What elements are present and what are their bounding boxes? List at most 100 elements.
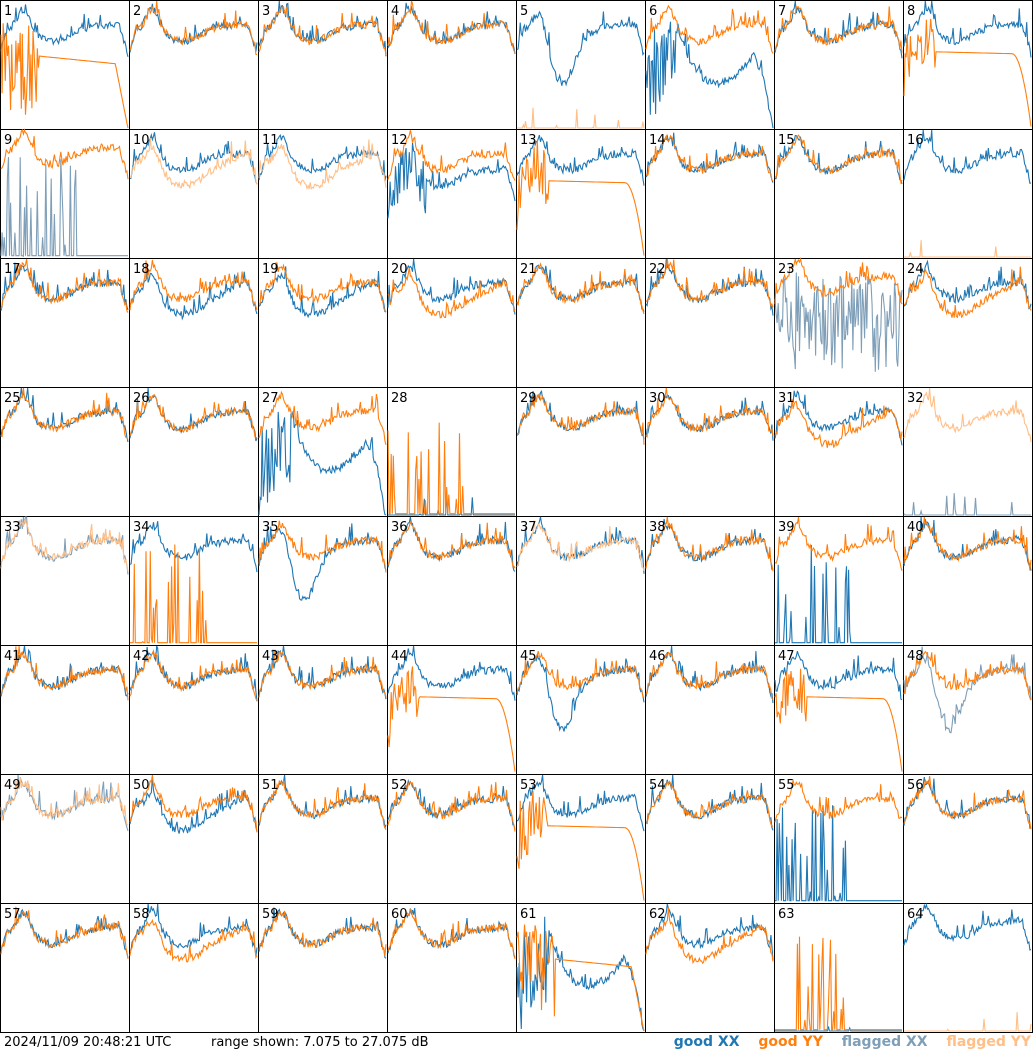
panel-label: 5 <box>520 4 528 19</box>
series-yy-30 <box>645 387 774 439</box>
series-yy-11 <box>258 139 387 190</box>
antenna-panel-11: 11 <box>258 129 388 259</box>
panel-frame <box>774 645 904 775</box>
panel-label: 22 <box>649 262 666 277</box>
series-yy-54 <box>645 780 774 827</box>
panel-label: 49 <box>4 778 21 793</box>
panel-label: 56 <box>907 778 924 793</box>
antenna-panel-59: 59 <box>258 903 388 1033</box>
panel-label: 27 <box>262 391 279 406</box>
series-yy-2 <box>129 0 258 56</box>
antenna-panel-34: 34 <box>129 516 259 646</box>
series-yy-23 <box>774 256 903 305</box>
antenna-panel-1: 1 <box>0 0 130 130</box>
antenna-panel-57: 57 <box>0 903 130 1033</box>
series-yy-37 <box>516 520 645 571</box>
panel-label: 62 <box>649 907 666 922</box>
series-yy-42 <box>129 649 258 701</box>
antenna-panel-31: 31 <box>774 387 904 517</box>
panel-frame <box>0 0 130 130</box>
panel-label: 24 <box>907 262 924 277</box>
series-yy-50 <box>129 774 258 833</box>
series-yy-41 <box>0 645 129 701</box>
panel-frame <box>645 774 775 904</box>
panel-frame <box>645 129 775 259</box>
antenna-panel-24: 24 <box>903 258 1033 388</box>
series-yy-64 <box>904 1012 1032 1032</box>
antenna-panel-10: 10 <box>129 129 259 259</box>
panel-frame <box>387 903 517 1033</box>
series-yy-21 <box>516 262 645 315</box>
panel-label: 8 <box>907 4 915 19</box>
panel-label: 47 <box>778 649 795 664</box>
panel-frame <box>903 774 1033 904</box>
antenna-panel-12: 12 <box>387 129 517 259</box>
series-yy-36 <box>387 520 516 569</box>
series-yy-43 <box>258 649 387 698</box>
antenna-panel-18: 18 <box>129 258 259 388</box>
antenna-panel-32: 32 <box>903 387 1033 517</box>
series-yy-59 <box>258 910 387 957</box>
panel-frame <box>516 903 646 1033</box>
panel-label: 30 <box>649 391 666 406</box>
series-yy-35 <box>258 520 387 573</box>
series-yy-47 <box>774 668 903 772</box>
panel-frame <box>774 516 904 646</box>
panel-frame <box>0 903 130 1033</box>
series-xx-7 <box>774 0 903 59</box>
antenna-panel-7: 7 <box>774 0 904 130</box>
antenna-panel-62: 62 <box>645 903 775 1033</box>
series-yy-44 <box>387 666 516 772</box>
series-yy-22 <box>645 258 774 308</box>
panel-label: 46 <box>649 649 666 664</box>
antenna-panel-38: 38 <box>645 516 775 646</box>
panel-label: 31 <box>778 391 795 406</box>
antenna-panel-4: 4 <box>387 0 517 130</box>
panel-label: 16 <box>907 133 924 148</box>
panel-label: 42 <box>133 649 150 664</box>
panel-label: 59 <box>262 907 279 922</box>
panel-label: 57 <box>4 907 21 922</box>
panel-frame <box>129 903 259 1033</box>
antenna-panel-22: 22 <box>645 258 775 388</box>
panel-frame <box>0 387 130 517</box>
antenna-panel-33: 33 <box>0 516 130 646</box>
panel-label: 4 <box>391 4 399 19</box>
series-yy-15 <box>774 134 903 185</box>
panel-label: 48 <box>907 649 924 664</box>
panel-label: 52 <box>391 778 408 793</box>
panel-label: 23 <box>778 262 795 277</box>
series-xx-54 <box>645 774 774 831</box>
series-yy-5 <box>517 107 645 130</box>
antenna-panel-21: 21 <box>516 258 646 388</box>
panel-label: 25 <box>4 391 21 406</box>
panel-label: 1 <box>4 4 12 19</box>
antenna-panel-19: 19 <box>258 258 388 388</box>
antenna-panel-17: 17 <box>0 258 130 388</box>
series-yy-14 <box>645 134 774 182</box>
antenna-panel-40: 40 <box>903 516 1033 646</box>
panel-label: 17 <box>4 262 21 277</box>
antenna-panel-5: 5 <box>516 0 646 130</box>
legend-flagged-xx: flagged XX <box>841 1034 928 1050</box>
series-yy-38 <box>645 516 774 572</box>
panel-label: 7 <box>778 4 786 19</box>
series-xx-27 <box>258 410 387 516</box>
series-xx-18 <box>129 263 258 321</box>
series-xx-1 <box>0 4 129 58</box>
panel-frame <box>387 387 517 517</box>
series-xx-35 <box>258 523 387 601</box>
series-yy-28 <box>387 422 515 515</box>
panel-label: 64 <box>907 907 924 922</box>
series-yy-32 <box>903 387 1032 442</box>
panel-frame <box>516 774 646 904</box>
panel-frame <box>387 516 517 646</box>
antenna-panel-47: 47 <box>774 645 904 775</box>
series-xx-2 <box>129 3 258 53</box>
series-xx-34 <box>129 521 258 573</box>
series-yy-31 <box>774 399 903 449</box>
series-xx-64 <box>903 902 1032 951</box>
series-xx-55 <box>775 805 902 902</box>
panel-frame <box>258 903 388 1033</box>
